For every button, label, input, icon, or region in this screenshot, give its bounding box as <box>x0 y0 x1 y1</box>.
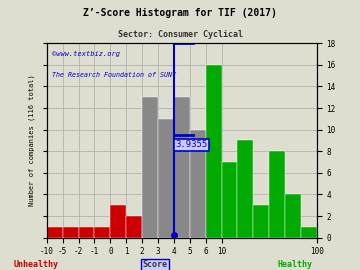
Bar <box>63 227 78 238</box>
Bar <box>94 227 110 238</box>
Text: Healthy: Healthy <box>278 260 313 269</box>
Bar <box>110 205 126 238</box>
Bar <box>253 205 269 238</box>
Text: The Research Foundation of SUNY: The Research Foundation of SUNY <box>52 72 176 78</box>
Y-axis label: Number of companies (116 total): Number of companies (116 total) <box>28 75 35 206</box>
Bar <box>158 119 174 238</box>
Bar <box>78 227 94 238</box>
Bar <box>269 151 285 238</box>
Text: 3.9355: 3.9355 <box>175 140 208 149</box>
Text: Score: Score <box>142 260 167 269</box>
Bar <box>142 97 158 238</box>
Bar <box>190 130 206 238</box>
Text: Sector: Consumer Cyclical: Sector: Consumer Cyclical <box>117 30 243 39</box>
Text: Z’-Score Histogram for TIF (2017): Z’-Score Histogram for TIF (2017) <box>83 8 277 18</box>
Bar <box>285 194 301 238</box>
Bar <box>301 227 317 238</box>
Bar <box>47 227 63 238</box>
Text: ©www.textbiz.org: ©www.textbiz.org <box>52 51 120 57</box>
Bar <box>237 140 253 238</box>
Bar <box>174 97 190 238</box>
Bar <box>126 216 142 238</box>
Bar <box>221 162 237 238</box>
Text: Unhealthy: Unhealthy <box>14 260 58 269</box>
Bar <box>206 65 221 238</box>
